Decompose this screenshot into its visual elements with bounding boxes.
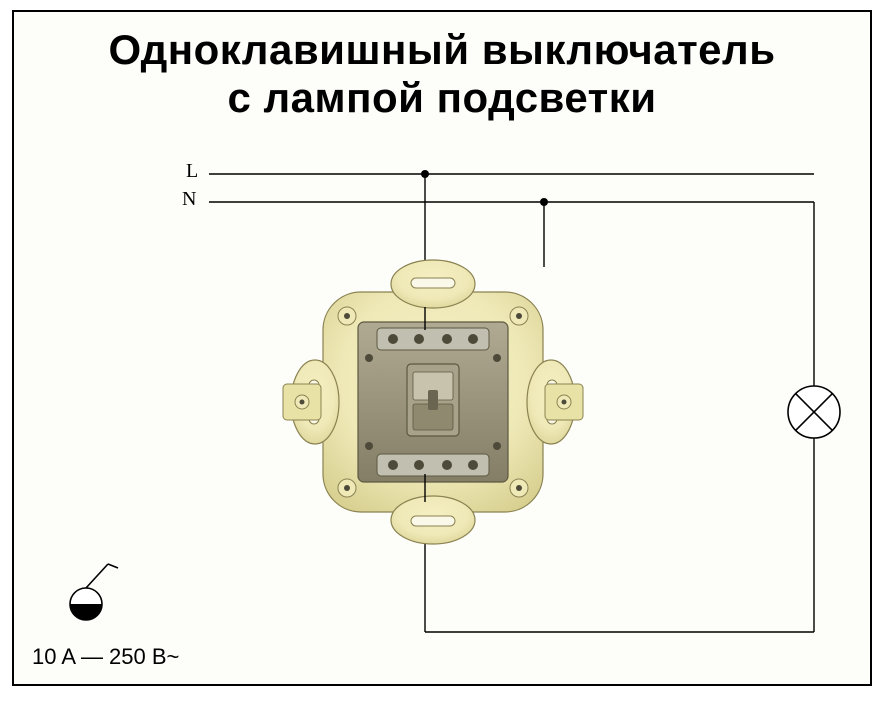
switch-inner <box>358 322 508 482</box>
claw-left <box>283 384 321 420</box>
diagram-frame: Одноклавишный выключатель с лампой подсв… <box>12 10 872 686</box>
rating-text: 10 A — 250 B~ <box>32 644 179 670</box>
wiring-diagram-svg <box>14 12 870 684</box>
switch-mechanism <box>283 260 583 544</box>
claw-right <box>545 384 583 420</box>
legend-illuminated-switch-symbol <box>70 564 118 620</box>
lamp-symbol <box>788 386 840 438</box>
